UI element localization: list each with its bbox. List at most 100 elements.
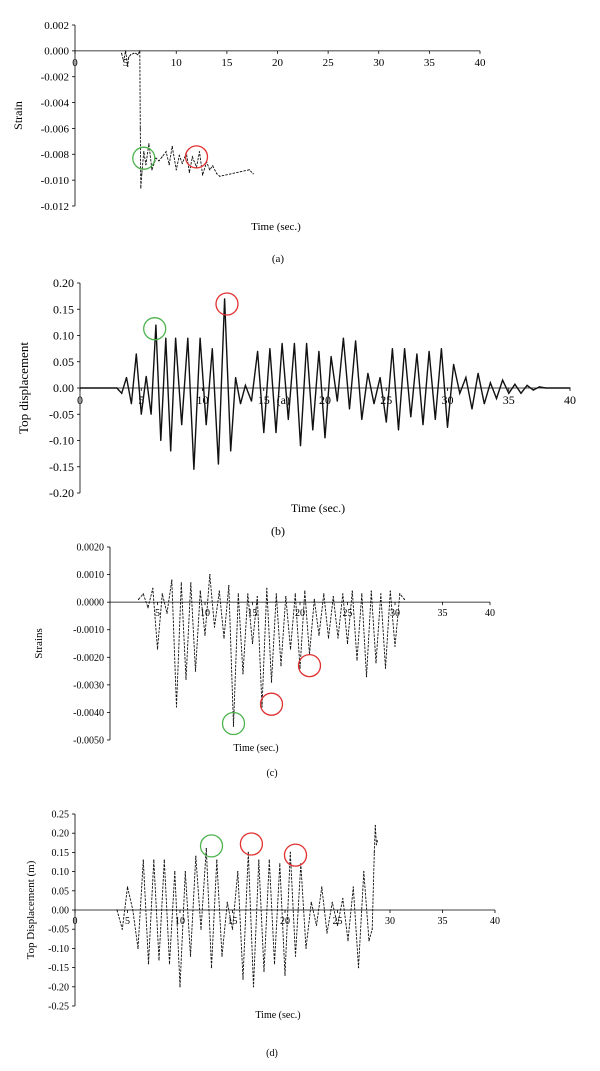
panel-2-data-point [79, 387, 81, 389]
panel-2-x-tick-label: 30 [442, 393, 454, 407]
panel-2-data-point [130, 403, 132, 405]
panel-4-data-point [231, 928, 234, 930]
panel-4-data-point [368, 940, 370, 942]
panel-3-data-point [384, 667, 387, 669]
panel-2-y-tick-label: 0.20 [53, 276, 74, 290]
panel-1-x-tick-label: 20 [272, 57, 284, 69]
panel-4-y-tick-label: -0.20 [48, 982, 69, 993]
panel-2-data-point [416, 353, 418, 355]
panel-2-data-point [116, 387, 118, 389]
panel-4-data-point [137, 947, 139, 950]
panel-3-data-point [323, 593, 325, 595]
panel-2-data-point [440, 348, 442, 350]
panel-4-data-point [121, 928, 123, 930]
panel-3-data-point [266, 587, 268, 590]
panel-2-data-point [342, 337, 344, 339]
panel-2-data-point [446, 426, 449, 428]
panel-4-caption: (d) [266, 1048, 278, 1059]
panel-2-data-point [275, 432, 277, 434]
panel-3-data-point [356, 659, 358, 661]
panel-2-data-point [160, 439, 162, 442]
panel-4-data-point [263, 970, 265, 973]
panel-2-y-tick-label: 0.00 [53, 381, 74, 395]
panel-4-data-point [168, 963, 171, 965]
panel-4-y-tick-label: 0.10 [52, 867, 70, 878]
panel-4-x-tick-label: 30 [385, 916, 395, 927]
panel-2-data-point [569, 387, 571, 389]
panel-1-data-point [130, 54, 132, 56]
panel-4-data-point [315, 924, 318, 927]
panel-2-data-point [230, 450, 232, 452]
panel-4-data-point [268, 859, 270, 861]
panel-4-data-point [126, 886, 129, 888]
panel-2-data-point [373, 403, 375, 405]
panel-3-data-point [161, 593, 163, 595]
panel-3-data-point [213, 626, 216, 628]
panel-4-data-point [153, 859, 155, 861]
panel-4-data-point [116, 909, 118, 911]
panel-3-data-point [232, 725, 235, 727]
panel-1-y-axis-title: Strain [11, 101, 25, 130]
panel-4-data-point [184, 871, 186, 873]
panel-3-data-point [365, 676, 368, 678]
panel-4-data-point [284, 974, 286, 976]
panel-2-data-point [422, 424, 424, 426]
panel-3-data-point [199, 590, 201, 592]
panel-4-data-point [210, 967, 213, 969]
panel-4-y-tick-label: 0.15 [52, 848, 70, 859]
panel-1-y-tick-label: -0.010 [41, 175, 70, 187]
panel-3-data-point [185, 678, 187, 680]
panel-3-highlight-circle [297, 653, 322, 678]
panel-2-y-tick-label: 0.15 [53, 302, 74, 316]
panel-1-x-tick-label: 35 [424, 57, 436, 69]
panel-2-data-point [385, 421, 387, 423]
panel-1-data-point [140, 187, 142, 189]
panel-2-data-point [145, 375, 147, 377]
panel-2-data-point [379, 376, 381, 379]
panel-4-data-point [158, 959, 160, 961]
panel-3-data-point [256, 596, 258, 598]
panel-4-data-point [342, 897, 344, 900]
panel-1-data-point [188, 171, 190, 173]
panel-1-data-point [125, 50, 127, 52]
panel-1-data-point [155, 157, 157, 159]
panel-4-data-point [247, 851, 249, 854]
panel-3-data-point [156, 648, 159, 650]
panel-2-data-point [355, 340, 357, 342]
panel-4-data-point [357, 967, 360, 969]
panel-1-data-point [171, 145, 173, 148]
panel-2-data-point [121, 392, 123, 394]
panel-4-data-point [179, 986, 181, 988]
panel-4-x-tick-label: 40 [490, 916, 500, 927]
panel-2-data-point [244, 384, 246, 386]
panel-1-y-tick-label: -0.002 [41, 72, 69, 84]
panel-1-data-point [121, 52, 123, 55]
panel-3-data-point [247, 593, 249, 595]
panel-1-caption: (a) [272, 253, 285, 265]
panel-2-data-point [453, 363, 455, 365]
panel-2-data-point [502, 379, 504, 381]
panel-2-x-tick-label: 10 [197, 393, 209, 407]
panel-2-data-point [299, 445, 302, 447]
panel-4-data-point [237, 871, 239, 873]
panel-2-y-tick-label: 0.10 [53, 329, 74, 343]
panel-4-data-point [226, 901, 228, 903]
panel-1-data-point [133, 52, 135, 55]
panel-1-data-point [178, 155, 180, 157]
panel-2-data-point [187, 337, 189, 339]
panel-1-highlight-circle [184, 145, 209, 169]
panel-1-data-point [212, 165, 214, 167]
panel-1-x-tick-label: 40 [475, 57, 487, 69]
panel-2-data-point [235, 376, 237, 379]
panel-3-data-point [142, 593, 144, 595]
panel-3-data-point [180, 582, 182, 584]
panel-3-y-tick-label: -0.0020 [73, 653, 104, 664]
panel-4-data-point [242, 978, 244, 980]
panel-3-data-point [337, 637, 339, 639]
panel-4-x-tick-label: 15 [228, 916, 238, 927]
panel-2-highlight-circle [215, 292, 239, 316]
panel-3-caption: (c) [266, 768, 277, 779]
panel-2-data-point [250, 400, 253, 402]
panel-3-data-point [280, 665, 282, 667]
panel-2-data-point [125, 376, 128, 379]
